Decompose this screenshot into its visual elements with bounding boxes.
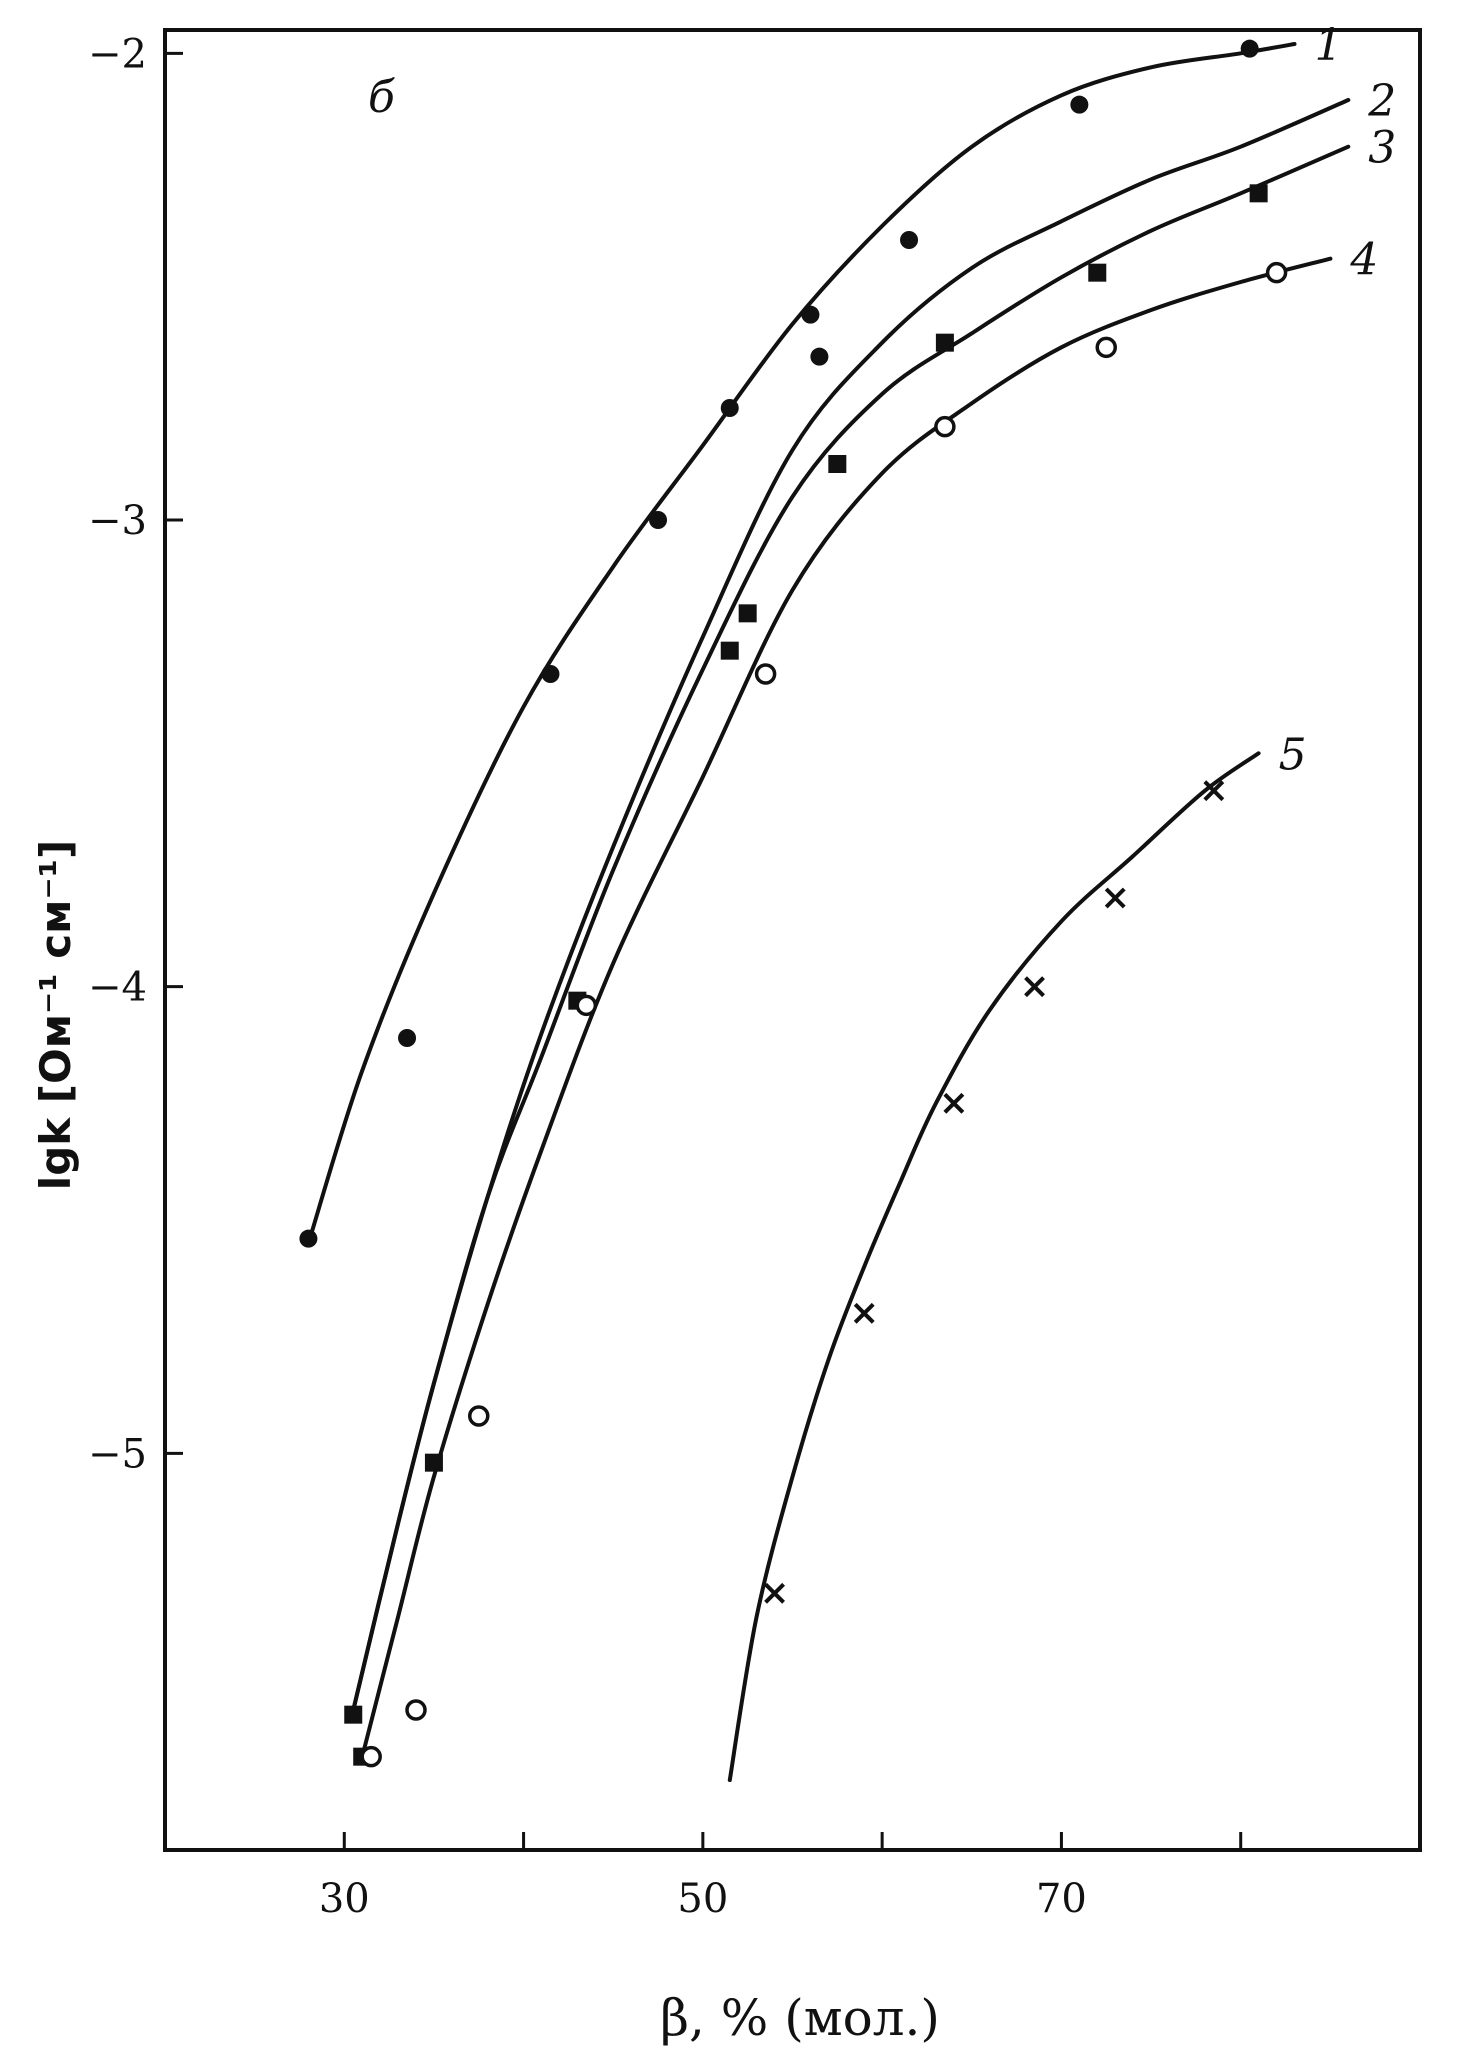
y-tick-label--3: −3	[88, 498, 147, 544]
series-3-point-0	[344, 1705, 363, 1724]
series-1-point-7	[900, 231, 919, 249]
y-axis-title: lgk [Ом⁻¹ см⁻¹]	[31, 840, 80, 1190]
series-3-point-5	[738, 604, 757, 623]
series-4-point-6	[1095, 336, 1117, 359]
series-4-point-1	[405, 1699, 427, 1721]
series-3-point-4	[720, 641, 739, 660]
series-5-point-0	[764, 1582, 785, 1604]
plot-frame	[163, 28, 1422, 1852]
x-tick-label-30: 30	[319, 1876, 370, 1922]
series-3-line	[351, 144, 1351, 1712]
series-1-label: 1	[1315, 20, 1343, 71]
series-4-point-2	[468, 1405, 490, 1427]
series-4-label: 4	[1349, 235, 1378, 286]
x-tick-label-70: 70	[1036, 1876, 1087, 1922]
series-5-point-3	[1024, 976, 1045, 998]
series-4-point-4	[754, 663, 777, 685]
series-4-line	[360, 256, 1333, 1759]
series-1-point-5	[801, 305, 820, 324]
y-axis-ticks: −2 −3 −4 −5	[88, 31, 183, 1477]
series-3-point-8	[1088, 263, 1107, 282]
series-1-point-4	[720, 399, 739, 417]
series-markers	[299, 39, 1288, 1768]
series-1-point-1	[398, 1029, 417, 1047]
series-1-point-3	[649, 511, 668, 529]
series-5-point-5	[1203, 780, 1225, 802]
series-labels: 123 4 5	[1279, 20, 1397, 780]
series-curves	[306, 42, 1351, 1782]
series-1-line	[306, 42, 1297, 1246]
y-tick-label--4: −4	[88, 965, 147, 1011]
series-2-line	[351, 98, 1351, 1712]
series-3-point-9	[1249, 184, 1268, 203]
x-tick-label-50: 50	[677, 1876, 728, 1922]
series-1-point-0	[299, 1229, 318, 1248]
series-3-point-7	[935, 333, 954, 352]
x-axis-title: β, % (мол.)	[660, 1989, 940, 2047]
series-4-point-5	[934, 415, 956, 438]
series-5-point-2	[943, 1092, 965, 1114]
series-3-point-2	[424, 1453, 443, 1472]
series-5-line	[727, 751, 1261, 1782]
series-1-point-6	[810, 347, 829, 366]
series-4-point-3	[575, 994, 598, 1017]
series-2-label: 2	[1367, 76, 1396, 127]
series-1-point-9	[1240, 39, 1259, 58]
series-5-label: 5	[1279, 729, 1307, 780]
y-tick-label--2: −2	[88, 31, 147, 77]
series-3-label: 3	[1368, 123, 1396, 174]
series-4-point-7	[1265, 261, 1288, 284]
series-1-point-2	[541, 665, 560, 683]
series-3-point-6	[828, 455, 847, 473]
series-1-point-8	[1070, 95, 1089, 114]
panel-label: б	[368, 72, 395, 123]
series-5-point-4	[1104, 887, 1126, 909]
y-tick-label--5: −5	[88, 1431, 147, 1477]
series-5-point-1	[853, 1302, 875, 1324]
x-axis-ticks: 30 50 70	[319, 1832, 1243, 1922]
series-4-point-0	[360, 1745, 382, 1768]
